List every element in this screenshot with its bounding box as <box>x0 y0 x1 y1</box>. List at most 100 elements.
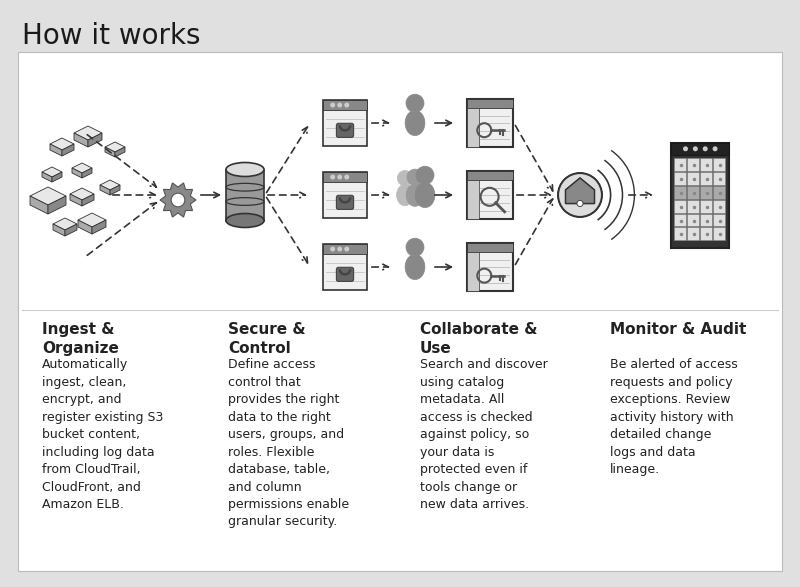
Polygon shape <box>82 168 92 178</box>
Ellipse shape <box>397 184 414 205</box>
Polygon shape <box>30 187 66 205</box>
Circle shape <box>406 238 424 256</box>
Text: Search and discover
using catalog
metadata. All
access is checked
against policy: Search and discover using catalog metada… <box>420 358 548 511</box>
Text: Secure &
Control: Secure & Control <box>228 322 306 356</box>
Bar <box>467 252 478 291</box>
Ellipse shape <box>405 110 425 136</box>
Text: Collaborate &
Use: Collaborate & Use <box>420 322 538 356</box>
Bar <box>700 158 712 171</box>
Bar <box>671 143 729 155</box>
Bar <box>713 158 725 171</box>
Bar <box>323 244 367 254</box>
FancyBboxPatch shape <box>336 195 354 210</box>
Bar <box>700 214 712 227</box>
FancyBboxPatch shape <box>336 267 354 281</box>
Polygon shape <box>160 183 196 217</box>
Text: How it works: How it works <box>22 22 201 50</box>
Polygon shape <box>65 224 77 236</box>
Polygon shape <box>70 188 94 200</box>
Circle shape <box>416 166 434 184</box>
Bar <box>687 214 699 227</box>
Polygon shape <box>42 167 62 177</box>
Text: Define access
control that
provides the right
data to the right
users, groups, a: Define access control that provides the … <box>228 358 349 528</box>
Polygon shape <box>566 178 594 204</box>
Bar <box>687 158 699 171</box>
Circle shape <box>338 247 342 252</box>
Ellipse shape <box>415 183 435 208</box>
Circle shape <box>330 103 335 107</box>
Bar <box>687 228 699 240</box>
Circle shape <box>683 146 688 151</box>
Text: Be alerted of access
requests and policy
exceptions. Review
activity history wit: Be alerted of access requests and policy… <box>610 358 738 476</box>
Bar <box>674 214 686 227</box>
Polygon shape <box>115 147 125 157</box>
Polygon shape <box>110 185 120 195</box>
Polygon shape <box>88 133 102 147</box>
Circle shape <box>407 169 423 185</box>
Bar <box>713 200 725 212</box>
Polygon shape <box>74 126 102 140</box>
Bar <box>687 186 699 199</box>
Circle shape <box>398 170 413 186</box>
Bar <box>700 200 712 212</box>
Circle shape <box>330 247 335 252</box>
Bar <box>674 186 686 199</box>
Polygon shape <box>78 220 92 234</box>
Circle shape <box>702 146 708 151</box>
Bar <box>713 214 725 227</box>
Polygon shape <box>50 144 62 156</box>
Bar <box>700 228 712 240</box>
Polygon shape <box>53 224 65 236</box>
Circle shape <box>338 174 342 180</box>
Bar <box>700 172 712 185</box>
Bar <box>674 172 686 185</box>
Polygon shape <box>50 138 74 150</box>
Circle shape <box>406 94 424 112</box>
Text: Automatically
ingest, clean,
encrypt, and
register existing S3
bucket content,
i: Automatically ingest, clean, encrypt, an… <box>42 358 163 511</box>
Polygon shape <box>53 218 77 230</box>
Circle shape <box>558 173 602 217</box>
Polygon shape <box>70 194 82 206</box>
Bar <box>671 143 729 248</box>
Polygon shape <box>78 213 106 227</box>
Bar <box>713 172 725 185</box>
Circle shape <box>713 146 718 151</box>
Circle shape <box>338 103 342 107</box>
Circle shape <box>577 200 583 207</box>
Bar <box>323 172 367 182</box>
Bar <box>323 172 367 218</box>
Bar <box>226 170 264 221</box>
Circle shape <box>344 174 350 180</box>
Ellipse shape <box>226 214 264 228</box>
Bar <box>687 172 699 185</box>
Polygon shape <box>30 196 48 214</box>
FancyBboxPatch shape <box>18 52 782 571</box>
Ellipse shape <box>406 184 424 207</box>
Bar <box>323 244 367 290</box>
Polygon shape <box>72 163 92 173</box>
Bar <box>467 99 513 107</box>
Bar <box>467 171 513 180</box>
Bar <box>674 200 686 212</box>
Polygon shape <box>105 142 125 152</box>
FancyBboxPatch shape <box>336 123 354 137</box>
Polygon shape <box>82 194 94 206</box>
Polygon shape <box>42 172 52 182</box>
Polygon shape <box>100 180 120 190</box>
Polygon shape <box>52 172 62 182</box>
Polygon shape <box>62 144 74 156</box>
Polygon shape <box>72 168 82 178</box>
Bar <box>467 243 513 291</box>
Bar <box>323 100 367 110</box>
Text: Ingest &
Organize: Ingest & Organize <box>42 322 119 356</box>
Bar <box>674 228 686 240</box>
Polygon shape <box>105 147 115 157</box>
Bar <box>713 228 725 240</box>
Bar <box>323 100 367 146</box>
Circle shape <box>693 146 698 151</box>
Polygon shape <box>100 185 110 195</box>
Circle shape <box>344 103 350 107</box>
Ellipse shape <box>405 254 425 279</box>
Polygon shape <box>92 220 106 234</box>
Bar <box>700 186 712 199</box>
